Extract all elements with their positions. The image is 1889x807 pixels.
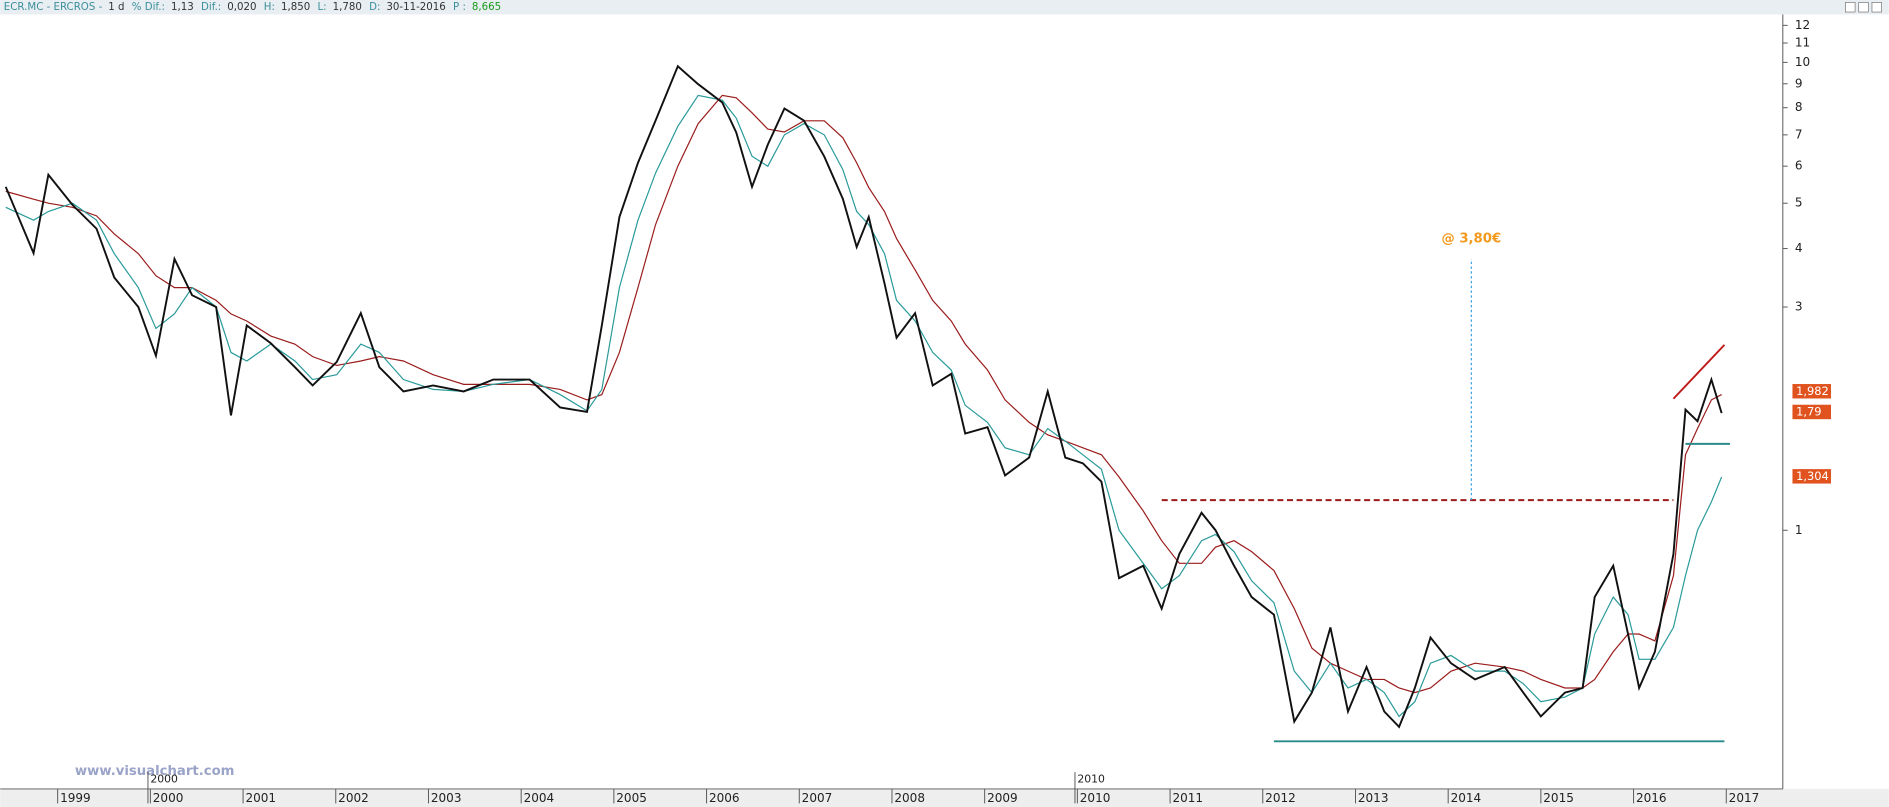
price-tag-label: 1,982 (1796, 384, 1829, 398)
x-tick-label: 2007 (802, 791, 833, 805)
price-tag-label: 1,79 (1796, 404, 1821, 418)
header-value: 1 d (108, 2, 124, 13)
price-tag (1792, 404, 1831, 420)
x-tick-label: 2014 (1451, 791, 1482, 805)
y-tick-label: 9 (1795, 76, 1803, 90)
x-tick-label: 2005 (616, 791, 647, 805)
x-tick-label: 2013 (1358, 791, 1389, 805)
price-tag (1792, 384, 1831, 399)
y-tick-label: 3 (1795, 300, 1803, 314)
y-tick-label: 10 (1795, 55, 1810, 69)
x-tick-label: 2003 (431, 791, 462, 805)
target-label: @ 3,80€ (1441, 232, 1501, 247)
close-button[interactable] (1871, 2, 1882, 13)
x-tick-label: 2000 (153, 791, 184, 805)
decade-label: 2010 (1077, 772, 1105, 785)
header-value: 1,780 (333, 2, 362, 13)
decade-label: 2000 (150, 772, 178, 785)
y-tick-label: 4 (1795, 241, 1803, 255)
x-tick-label: 1999 (60, 791, 91, 805)
x-tick-label: 2004 (524, 791, 555, 805)
minimize-button[interactable] (1845, 2, 1856, 13)
price-tag (1792, 469, 1831, 484)
header-bar (0, 0, 1889, 15)
x-tick-label: 2006 (709, 791, 740, 805)
x-tick-label: 2001 (245, 791, 276, 805)
x-tick-label: 2016 (1636, 791, 1667, 805)
y-tick-label: 12 (1795, 18, 1810, 32)
x-tick-label: 2017 (1729, 791, 1760, 805)
header-label: ECR.MC - ERCROS - (4, 2, 103, 13)
header-label: P : (453, 2, 466, 13)
y-tick-label: 11 (1795, 36, 1810, 50)
y-tick-label: 6 (1795, 159, 1803, 173)
drawn-trendline (1672, 344, 1726, 400)
header-label: H: (264, 2, 275, 13)
y-tick-label: 5 (1795, 196, 1803, 210)
x-tick-label: 2009 (987, 791, 1018, 805)
y-tick-label: 8 (1795, 100, 1803, 114)
series-line (5, 94, 1722, 694)
header-label: L: (317, 2, 326, 13)
header-value: 0,020 (227, 2, 256, 13)
watermark: www.visualchart.com (75, 764, 235, 779)
header-value: 1,850 (281, 2, 310, 13)
maximize-button[interactable] (1858, 2, 1869, 13)
header-value: 1,13 (171, 2, 194, 13)
x-tick-label: 2002 (338, 791, 369, 805)
series-line (5, 94, 1723, 718)
header-label: Dif.: (201, 2, 221, 13)
header-label: D: (369, 2, 380, 13)
x-tick-label: 2015 (1543, 791, 1574, 805)
window-buttons (1845, 2, 1882, 13)
x-axis-band (0, 788, 1889, 807)
header-label: % Dif.: (132, 2, 165, 13)
x-tick-label: 2012 (1265, 791, 1296, 805)
header-value: 8,665 (472, 2, 501, 13)
x-tick-label: 2010 (1080, 791, 1111, 805)
header-value: 30-11-2016 (386, 2, 445, 13)
y-tick-label: 1 (1795, 523, 1803, 537)
price-tag-label: 1,304 (1796, 469, 1829, 483)
y-tick-label: 7 (1795, 127, 1803, 141)
series-line (4, 64, 1723, 729)
x-tick-label: 2008 (894, 791, 925, 805)
x-tick-label: 2011 (1172, 791, 1203, 805)
